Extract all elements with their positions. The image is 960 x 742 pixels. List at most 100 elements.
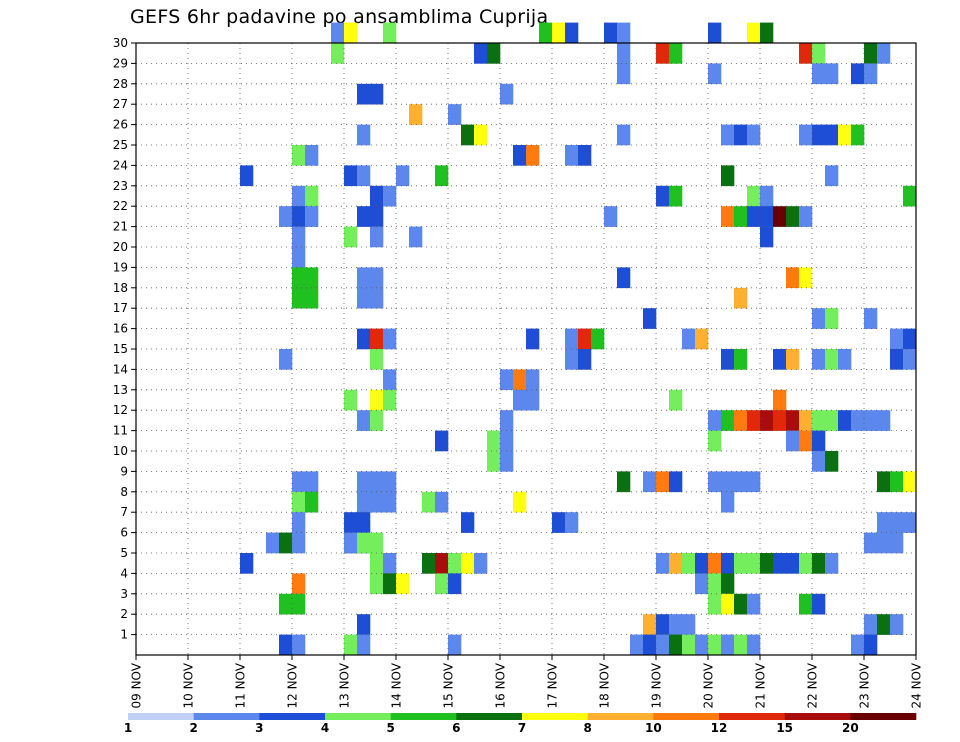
- y-tick-label: 17: [113, 301, 128, 315]
- heatmap-cell: [526, 389, 540, 411]
- heatmap-cell: [747, 22, 761, 44]
- heatmap-cell: [292, 532, 306, 554]
- heatmap-cell: [604, 22, 618, 44]
- heatmap-cell: [708, 634, 722, 656]
- heatmap-cell: [760, 410, 774, 431]
- heatmap-cell: [357, 83, 371, 105]
- heatmap-cell: [357, 287, 371, 309]
- heatmap-cell: [643, 614, 657, 635]
- heatmap-cell: [305, 185, 319, 207]
- heatmap-cell: [305, 287, 319, 309]
- heatmap-cell: [357, 328, 371, 350]
- heatmap-cell: [760, 185, 774, 207]
- heatmap-cell: [799, 553, 813, 574]
- heatmap-cell: [877, 614, 891, 635]
- heatmap-cell: [500, 430, 514, 452]
- legend-swatch: [653, 713, 720, 720]
- heatmap-cell: [500, 451, 514, 472]
- legend-swatch: [719, 713, 785, 720]
- y-tick-label: 22: [113, 199, 128, 213]
- y-tick-label: 4: [120, 566, 128, 580]
- legend-label: 20: [842, 721, 859, 735]
- legend-swatch: [784, 713, 851, 720]
- heatmap-cell: [370, 471, 384, 493]
- heatmap-cell: [851, 124, 865, 146]
- heatmap-cell: [890, 349, 904, 370]
- heatmap-cell: [812, 451, 826, 472]
- heatmap-cell: [669, 634, 683, 656]
- legend-swatch: [128, 713, 194, 720]
- legend-label: 10: [645, 721, 662, 735]
- heatmap-cell: [799, 124, 813, 146]
- heatmap-cell: [370, 287, 384, 309]
- heatmap-cell: [799, 430, 813, 452]
- heatmap-cell: [578, 328, 592, 350]
- heatmap-cell: [305, 491, 319, 513]
- heatmap-cell: [292, 471, 306, 493]
- heatmap-cell: [864, 410, 878, 431]
- heatmap-cell: [669, 471, 683, 493]
- y-tick-label: 26: [113, 118, 128, 132]
- heatmap-cell: [448, 104, 462, 125]
- heatmap-cell: [383, 22, 397, 44]
- heatmap-cell: [513, 491, 527, 513]
- heatmap-cell: [695, 553, 709, 574]
- heatmap-cell: [500, 369, 514, 391]
- x-axis-ticks: 09 NOV 10 NOV 11 NOV 12 NOV 13 NOV 14 NOV 15 N…: [130, 655, 924, 709]
- heatmap-cell: [838, 410, 852, 431]
- heatmap-cell: [383, 369, 397, 391]
- heatmap-cell: [513, 369, 527, 391]
- y-tick-label: 16: [113, 322, 128, 336]
- heatmap-cell: [656, 185, 670, 207]
- heatmap-cell: [279, 634, 293, 656]
- heatmap-cell: [370, 206, 384, 227]
- legend-label: 15: [776, 721, 793, 735]
- y-tick-label: 1: [120, 628, 128, 642]
- legend-label: 1: [124, 721, 132, 735]
- heatmap-cell: [357, 124, 371, 146]
- y-tick-label: 10: [113, 444, 128, 458]
- heatmap-cell: [799, 267, 813, 289]
- heatmap-cell: [890, 512, 904, 533]
- x-tick-label: 15 NOV: [442, 662, 456, 708]
- heatmap-cell: [513, 389, 527, 411]
- x-tick-label: 22 NOV: [806, 662, 820, 708]
- heatmap-cell: [708, 593, 722, 615]
- heatmap-cell: [292, 206, 306, 227]
- heatmap-cell: [565, 512, 579, 533]
- heatmap-cell: [448, 634, 462, 656]
- heatmap-cell: [799, 206, 813, 227]
- heatmap-cell: [383, 185, 397, 207]
- heatmap-cell: [370, 553, 384, 574]
- y-tick-label: 21: [113, 220, 128, 234]
- y-tick-label: 11: [113, 424, 128, 438]
- heatmap-cell: [734, 634, 748, 656]
- heatmap-cell: [487, 43, 501, 64]
- heatmap-cell: [721, 634, 735, 656]
- y-tick-label: 8: [120, 485, 128, 499]
- heatmap-cell: [695, 328, 709, 350]
- heatmap-cell: [292, 145, 306, 166]
- heatmap-cell: [435, 491, 449, 513]
- heatmap-cell: [344, 389, 358, 411]
- heatmap-cell: [864, 43, 878, 64]
- y-tick-label: 6: [120, 526, 128, 540]
- y-tick-label: 14: [113, 362, 128, 376]
- heatmap-cell: [682, 328, 696, 350]
- heatmap-cell: [370, 267, 384, 289]
- heatmap-cell: [292, 267, 306, 289]
- heatmap-cell: [838, 124, 852, 146]
- heatmap-cell: [812, 43, 826, 64]
- heatmap-cell: [383, 389, 397, 411]
- heatmap-cell: [435, 430, 449, 452]
- heatmap-cell: [903, 512, 917, 533]
- heatmap-cell: [396, 573, 410, 595]
- heatmap-cell: [721, 124, 735, 146]
- heatmap-cell: [240, 553, 254, 574]
- heatmap-cell: [734, 349, 748, 370]
- heatmap-cell: [357, 471, 371, 493]
- heatmap-cell: [383, 491, 397, 513]
- heatmap-cell: [305, 267, 319, 289]
- heatmap-cell: [708, 63, 722, 85]
- heatmap-cell: [825, 124, 839, 146]
